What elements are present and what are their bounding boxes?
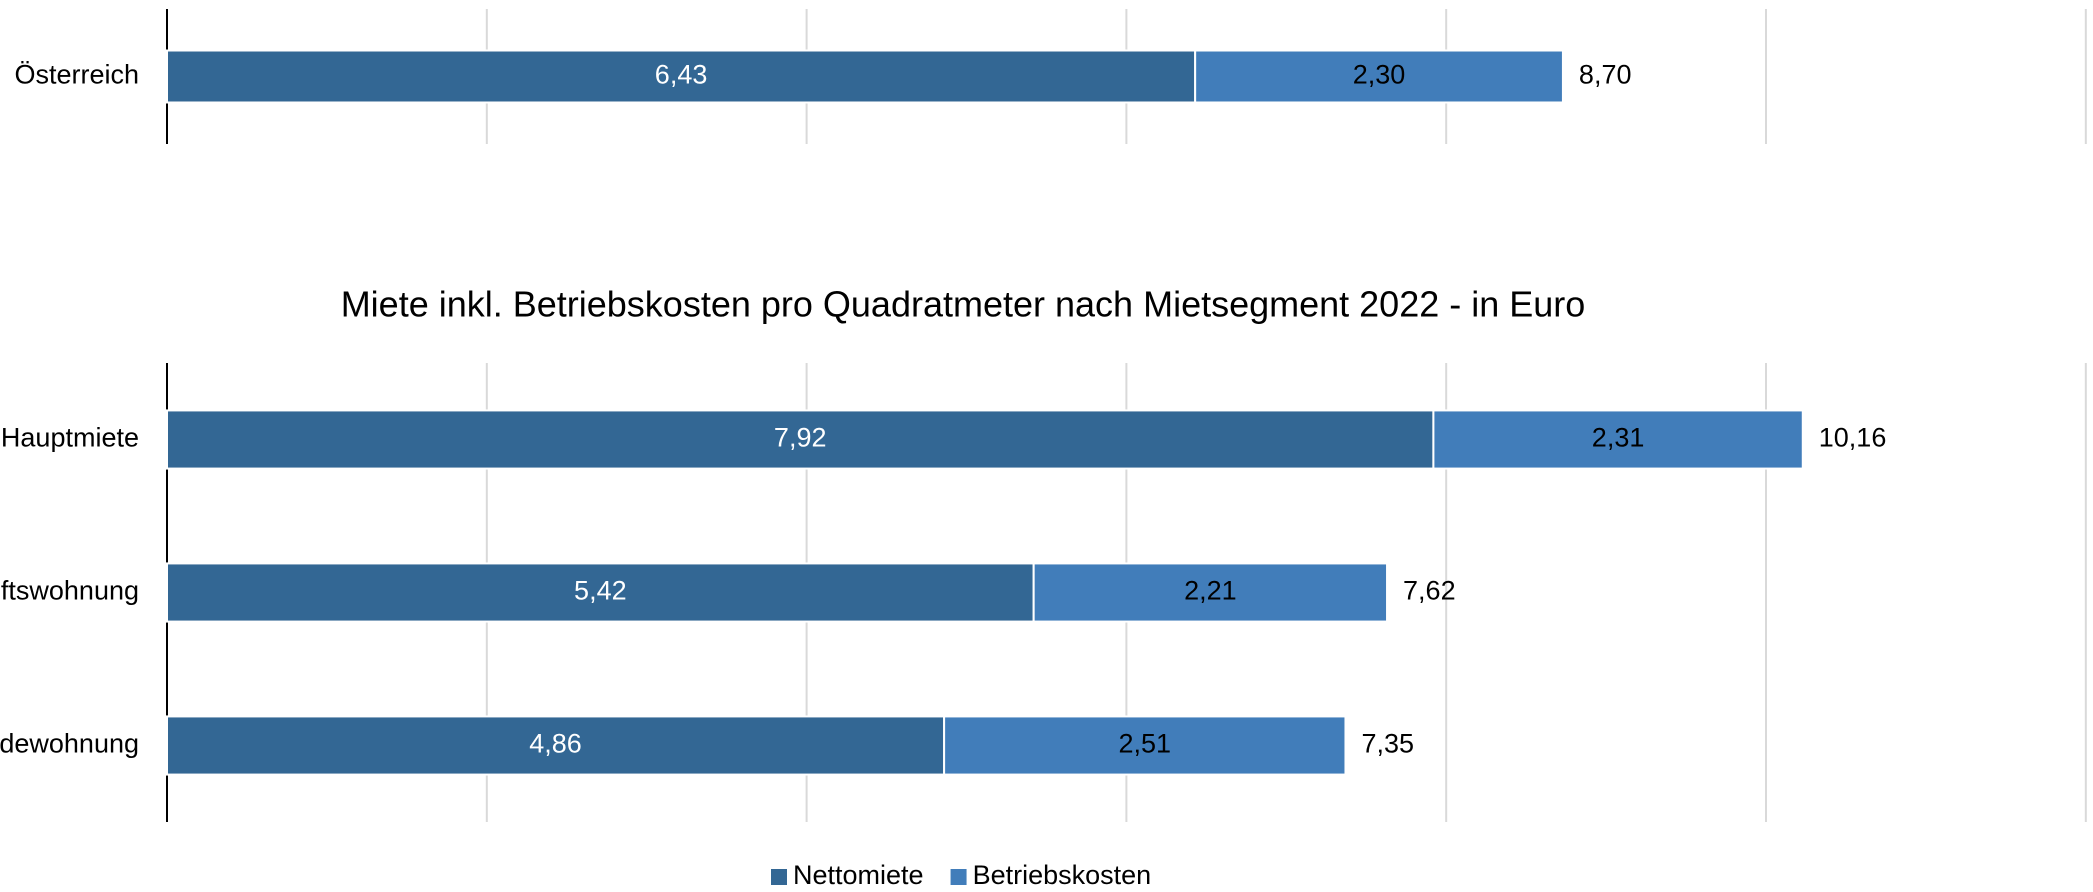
data-label: 7,92 — [774, 423, 827, 453]
bar-segment — [166, 715, 946, 776]
total-label: 8,70 — [1579, 60, 1632, 90]
y-tick-label: dewohnung — [0, 729, 139, 759]
data-label: 6,43 — [655, 60, 708, 90]
bar-segment — [1432, 409, 1804, 470]
total-label: 7,35 — [1361, 729, 1414, 759]
legend-swatch — [771, 869, 787, 885]
bar-segment — [943, 715, 1347, 776]
legend-label: Nettomiete — [793, 860, 924, 890]
data-label: 2,51 — [1119, 729, 1172, 759]
chart-title: Miete inkl. Betriebskosten pro Quadratme… — [341, 284, 1586, 325]
y-tick-label: Österreich — [14, 60, 139, 90]
bar-segment — [1032, 562, 1389, 623]
data-label: 4,86 — [529, 729, 582, 759]
data-label: 5,42 — [574, 576, 627, 606]
y-tick-label: Hauptmiete — [1, 423, 139, 453]
data-label: 2,30 — [1353, 60, 1406, 90]
total-label: 10,16 — [1819, 423, 1887, 453]
data-label: 2,31 — [1592, 423, 1645, 453]
bar-segment — [166, 49, 1197, 104]
data-label: 2,21 — [1184, 576, 1237, 606]
legend-swatch — [950, 869, 967, 885]
y-tick-label: ftswohnung — [1, 576, 139, 606]
bar-segment — [166, 409, 1435, 470]
legend-label: Betriebskosten — [973, 860, 1152, 890]
bar-segment — [1194, 49, 1564, 104]
total-label: 7,62 — [1403, 576, 1456, 606]
